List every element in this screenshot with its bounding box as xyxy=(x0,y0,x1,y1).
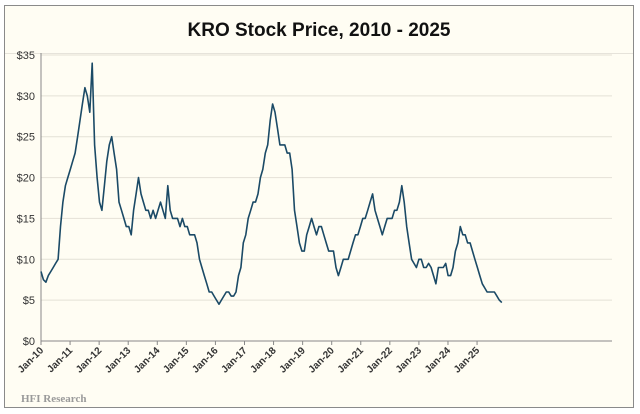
x-tick-label: Jan-21 xyxy=(336,345,366,375)
y-tick-label: $35 xyxy=(17,50,35,62)
y-tick-label: $5 xyxy=(23,295,35,307)
x-tick-label: Jan-19 xyxy=(278,345,308,375)
x-tick-label: Jan-12 xyxy=(74,345,104,375)
y-tick-label: $10 xyxy=(17,254,35,266)
x-tick-label: Jan-16 xyxy=(190,345,220,375)
chart-title: KRO Stock Price, 2010 - 2025 xyxy=(5,6,633,54)
x-tick-label: Jan-20 xyxy=(307,345,337,375)
x-tick-label: Jan-17 xyxy=(219,345,249,375)
y-tick-label: $20 xyxy=(17,173,35,185)
y-tick-label: $25 xyxy=(17,132,35,144)
x-tick-label: Jan-22 xyxy=(365,345,395,375)
x-tick-label: Jan-18 xyxy=(248,345,278,375)
series-line-kro xyxy=(40,62,503,306)
source-label: HFI Research xyxy=(21,393,87,405)
y-tick-label: $30 xyxy=(17,91,35,103)
y-tick-label: $15 xyxy=(17,213,35,225)
y-tick-label: $0 xyxy=(23,336,35,348)
x-tick-label: Jan-13 xyxy=(103,345,133,375)
x-tick-label: Jan-15 xyxy=(161,345,191,375)
x-tick-label: Jan-23 xyxy=(394,345,424,375)
x-tick-label: Jan-25 xyxy=(452,345,482,375)
x-tick-label: Jan-14 xyxy=(132,345,162,375)
x-tick-label: Jan-10 xyxy=(16,345,46,375)
x-tick-label: Jan-11 xyxy=(45,345,75,375)
x-tick-label: Jan-24 xyxy=(423,345,453,375)
